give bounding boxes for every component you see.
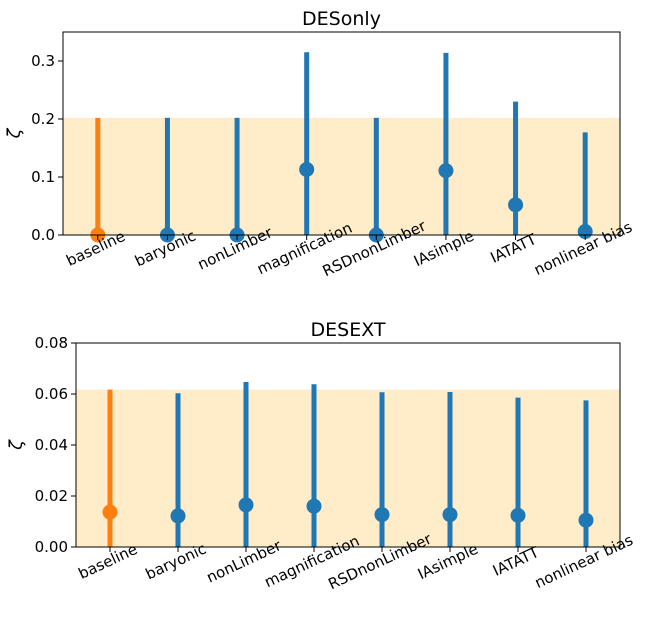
point-magnification xyxy=(306,498,322,514)
plot-frame xyxy=(62,31,621,236)
y-tick-label: 0.0 xyxy=(31,226,55,244)
y-tick-label: 0.02 xyxy=(35,487,68,505)
y-axis-label: ζ xyxy=(4,127,25,139)
baseline-range-band xyxy=(76,389,620,547)
point-RSDnonLimber xyxy=(374,507,390,523)
chart-title: DESEXT xyxy=(311,319,386,341)
point-baryonic xyxy=(170,508,186,524)
chart-title: DESonly xyxy=(302,8,381,30)
point-nonlinear-bias xyxy=(578,512,594,528)
point-baseline xyxy=(102,504,118,520)
point-nonLimber xyxy=(238,497,254,513)
y-tick-label: 0.1 xyxy=(31,168,55,186)
baseline-range-band xyxy=(63,117,620,235)
y-tick-label: 0.3 xyxy=(31,52,55,70)
y-tick-label: 0.06 xyxy=(35,385,68,403)
y-tick-label: 0.04 xyxy=(35,436,68,454)
y-tick-label: 0.08 xyxy=(35,334,68,352)
y-axis-label: ζ xyxy=(6,439,27,451)
point-IATATT xyxy=(508,197,524,213)
point-IAsimple xyxy=(442,507,458,523)
point-IATATT xyxy=(510,507,526,523)
y-tick-label: 0.2 xyxy=(31,110,55,128)
y-tick-label: 0.00 xyxy=(35,538,68,556)
point-magnification xyxy=(299,161,315,177)
point-IAsimple xyxy=(438,163,454,179)
